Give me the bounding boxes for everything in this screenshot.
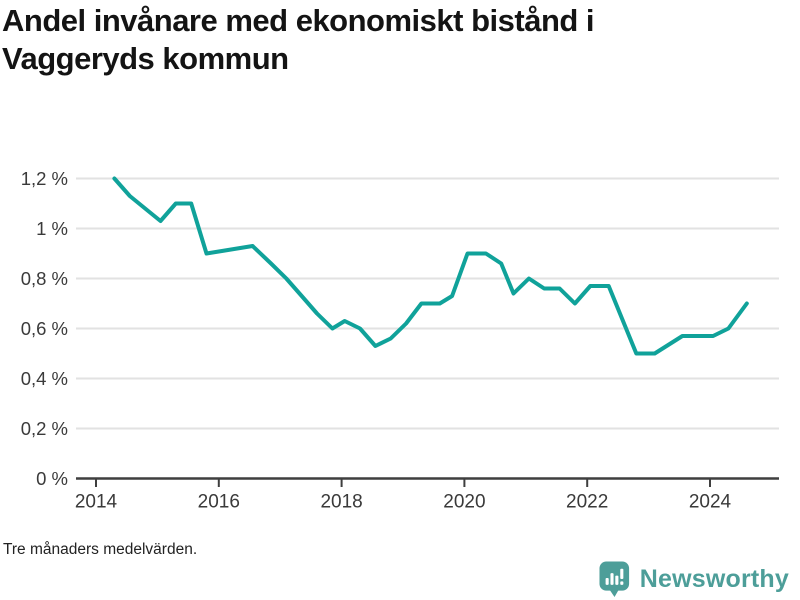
newsworthy-speech-bubble-bar-chart-icon <box>599 561 629 597</box>
y-tick-label: 0,6 % <box>21 318 68 339</box>
y-tick-label: 1,2 % <box>21 168 68 189</box>
x-tick-label: 2020 <box>443 492 485 513</box>
chart-footnote: Tre månaders medelvärden. <box>3 541 198 558</box>
x-tick-label: 2018 <box>320 492 362 513</box>
x-tick-label: 2016 <box>198 492 240 513</box>
y-tick-label: 0,2 % <box>21 418 68 439</box>
y-tick-label: 1 % <box>36 218 68 239</box>
x-tick-label: 2014 <box>75 492 118 513</box>
chart-canvas: 0 % 0,2 % 0,4 % 0,6 % 0,8 % 1 % 1,2 % 2014 2016 2… <box>21 168 779 513</box>
x-tick-label: 2022 <box>566 492 608 513</box>
x-tick-label: 2024 <box>689 492 732 513</box>
y-tick-label: 0 % <box>36 468 68 489</box>
y-tick-label: 0,4 % <box>21 368 68 389</box>
y-tick-label: 0,8 % <box>21 268 68 289</box>
newsworthy-logo: Newsworthy <box>599 560 789 598</box>
line-chart-figure: 0 % 0,2 % 0,4 % 0,6 % 0,8 % 1 % 1,2 % 2014 2016 2… <box>0 155 800 535</box>
trend-line <box>112 176 749 356</box>
chart-title: Andel invånare med ekonomiskt bistånd i … <box>2 3 595 76</box>
newsworthy-wordmark: Newsworthy <box>639 564 789 593</box>
